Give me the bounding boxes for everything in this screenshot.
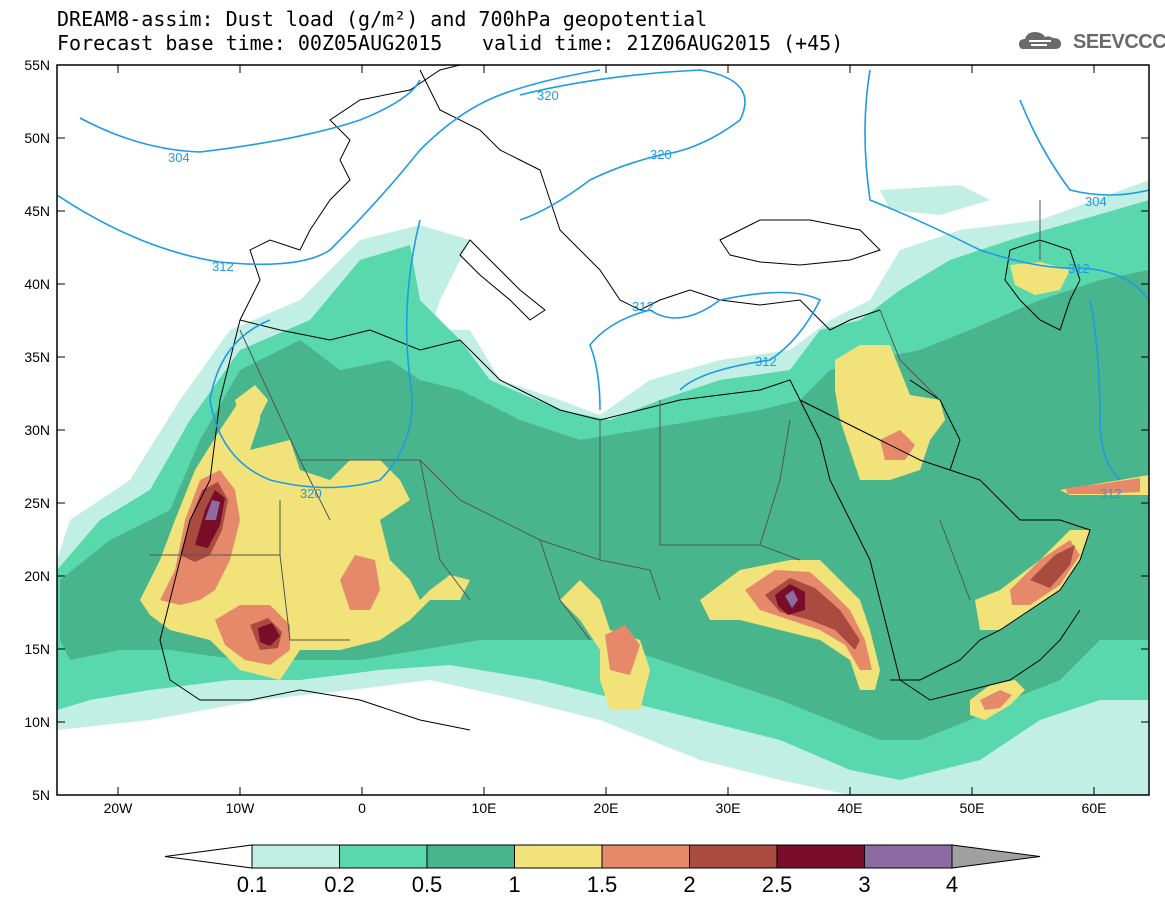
- colorbar-label: 0.2: [324, 872, 355, 897]
- dust-band-1.5-gulf: [1065, 478, 1140, 494]
- black-sea-coast: [719, 219, 881, 266]
- contour-312-gulf: [1089, 299, 1121, 481]
- lon-label: 10W: [226, 800, 256, 816]
- colorbar-segment: [426, 844, 515, 869]
- contour-labels: 304 312 320 320 320 312 304 312 312 312: [168, 88, 1122, 501]
- lon-label: 60E: [1082, 800, 1107, 816]
- contour-label-312-east: 312: [755, 354, 777, 369]
- colorbar-segment: [339, 844, 428, 869]
- borders: [150, 200, 1041, 641]
- lat-label: 20N: [24, 568, 50, 584]
- dust-band-1.5-chad: [605, 625, 640, 675]
- lat-label: 35N: [24, 349, 50, 365]
- contour-label-312-aegean: 312: [632, 299, 654, 314]
- colorbar-label: 0.5: [411, 872, 443, 897]
- colorbar-segment: [514, 844, 603, 869]
- colorbar-under-arrow: [164, 844, 253, 869]
- colorbar-label: 3: [858, 872, 871, 897]
- map-title: DREAM8-assim: Dust load (g/m²) and 700hP…: [57, 7, 708, 31]
- lon-label: 40E: [838, 800, 863, 816]
- dust-band-1-caspian: [1010, 262, 1070, 295]
- dust-band-2.5-mali: [258, 623, 280, 646]
- forecast-times: Forecast base time: 00Z05AUG2015 valid ti…: [57, 31, 843, 55]
- lon-label: 30E: [716, 800, 741, 816]
- dust-band-1-iraq: [835, 345, 945, 480]
- dust-band-1.5-iraq: [880, 430, 915, 460]
- contour-label-304-west: 304: [168, 150, 190, 165]
- dust-fields: [57, 180, 1149, 795]
- base-time: Forecast base time: 00Z05AUG2015: [57, 31, 443, 55]
- dust-band-1-morocco: [235, 385, 268, 420]
- lon-label: 20E: [594, 800, 619, 816]
- colorbar: [164, 844, 1041, 869]
- lat-label: 25N: [24, 495, 50, 511]
- lon-label: 50E: [960, 800, 985, 816]
- logo-text: SEEVCCC: [1073, 31, 1165, 53]
- latitude-axis: 55N 50N 45N 40N 35N 30N 25N 20N 15N 10N 5N: [24, 57, 1149, 803]
- lat-label: 30N: [24, 422, 50, 438]
- colorbar-segment: [601, 844, 690, 869]
- contour-312-far-east: [864, 69, 1149, 301]
- dust-band-1-sudan: [700, 560, 880, 690]
- colorbar-label: 1: [508, 872, 521, 897]
- geopotential-contours: [57, 69, 1149, 489]
- italy-coast: [459, 239, 546, 321]
- dust-band-1-chad: [560, 580, 650, 710]
- lat-label: 15N: [24, 641, 50, 657]
- lat-label: 45N: [24, 203, 50, 219]
- lon-label: 0: [358, 800, 366, 816]
- contour-304-east: [1019, 99, 1149, 196]
- contour-312-east: [589, 291, 822, 411]
- contour-label-312-gulf: 312: [1100, 486, 1122, 501]
- lat-label: 50N: [24, 130, 50, 146]
- longitude-axis: 20W 10W 0 10E 20E 30E 40E 50E 60E: [104, 65, 1107, 816]
- lon-label: 10E: [472, 800, 497, 816]
- dust-band-1.5-somalia: [980, 690, 1012, 710]
- dust-band-1.5-mali: [215, 605, 290, 665]
- contour-320-west: [209, 219, 421, 489]
- lat-label: 5N: [32, 787, 50, 803]
- seevccc-logo: SEEVCCC: [1017, 27, 1165, 57]
- cloud-icon: [1019, 32, 1061, 49]
- contour-304-west: [79, 79, 421, 153]
- contour-label-312-far-east: 312: [1068, 261, 1090, 276]
- europe-coast: [239, 65, 881, 331]
- colorbar-segment: [864, 844, 953, 869]
- valid-time: valid time: 21Z06AUG2015 (+45): [482, 31, 844, 55]
- contour-320-north: [519, 69, 746, 221]
- contour-label-312-west: 312: [212, 259, 234, 274]
- colorbar-label: 2: [683, 872, 696, 897]
- dust-band-1-west: [140, 390, 470, 680]
- lat-label: 55N: [24, 57, 50, 73]
- contour-label-320-north: 320: [537, 88, 559, 103]
- dust-band-3-sudan: [785, 590, 798, 608]
- arabia-coast: [799, 379, 1091, 681]
- colorbar-label: 0.1: [236, 872, 268, 897]
- contour-label-320-north-b: 320: [650, 147, 672, 162]
- colorbar-segment: [251, 844, 340, 869]
- colorbar-segment: [776, 844, 865, 869]
- coastlines: [150, 65, 1091, 731]
- colorbar-over-arrow: [951, 844, 1041, 869]
- contour-label-320-west: 320: [300, 486, 322, 501]
- colorbar-label: 1.5: [586, 872, 618, 897]
- contour-label-304-east: 304: [1085, 194, 1107, 209]
- lat-label: 10N: [24, 714, 50, 730]
- contour-312-west: [57, 69, 601, 266]
- dust-band-3-west: [205, 500, 220, 520]
- caspian-coast: [1004, 239, 1081, 331]
- dust-band-0.1b: [880, 185, 990, 215]
- lon-label: 20W: [104, 800, 134, 816]
- lat-label: 40N: [24, 276, 50, 292]
- africa-coast: [159, 319, 1081, 731]
- colorbar-label: 2.5: [761, 872, 793, 897]
- dust-band-2-oman: [1030, 545, 1075, 588]
- dust-band-1.5-niger: [340, 555, 380, 610]
- colorbar-label: 4: [945, 872, 959, 897]
- colorbar-segment: [689, 844, 778, 869]
